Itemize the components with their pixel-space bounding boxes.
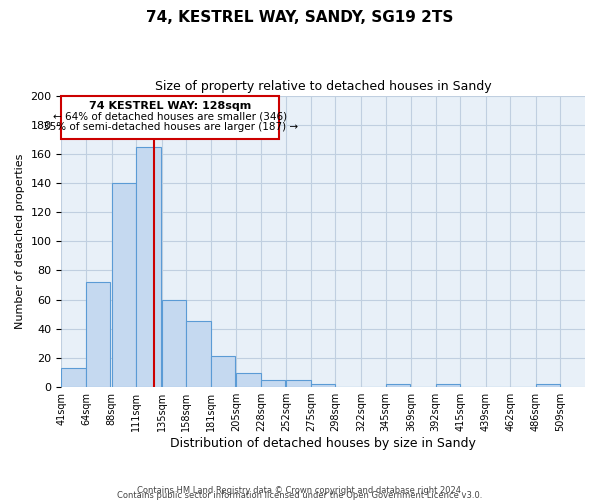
Bar — [386, 384, 410, 387]
Bar — [236, 372, 261, 387]
Text: 35% of semi-detached houses are larger (187) →: 35% of semi-detached houses are larger (… — [43, 122, 298, 132]
Bar — [61, 368, 86, 387]
Bar — [136, 146, 161, 387]
Bar — [536, 384, 560, 387]
Bar — [161, 300, 186, 387]
Text: 74 KESTREL WAY: 128sqm: 74 KESTREL WAY: 128sqm — [89, 102, 251, 112]
Text: Contains public sector information licensed under the Open Government Licence v3: Contains public sector information licen… — [118, 491, 482, 500]
X-axis label: Distribution of detached houses by size in Sandy: Distribution of detached houses by size … — [170, 437, 476, 450]
Bar — [186, 322, 211, 387]
Bar — [61, 96, 279, 140]
Bar — [436, 384, 460, 387]
Text: 74, KESTREL WAY, SANDY, SG19 2TS: 74, KESTREL WAY, SANDY, SG19 2TS — [146, 10, 454, 25]
Bar — [261, 380, 286, 387]
Bar — [311, 384, 335, 387]
Title: Size of property relative to detached houses in Sandy: Size of property relative to detached ho… — [155, 80, 491, 93]
Text: Contains HM Land Registry data © Crown copyright and database right 2024.: Contains HM Land Registry data © Crown c… — [137, 486, 463, 495]
Bar — [112, 183, 136, 387]
Text: ← 64% of detached houses are smaller (346): ← 64% of detached houses are smaller (34… — [53, 112, 287, 122]
Bar — [286, 380, 311, 387]
Y-axis label: Number of detached properties: Number of detached properties — [15, 154, 25, 329]
Bar — [86, 282, 110, 387]
Bar — [211, 356, 235, 387]
